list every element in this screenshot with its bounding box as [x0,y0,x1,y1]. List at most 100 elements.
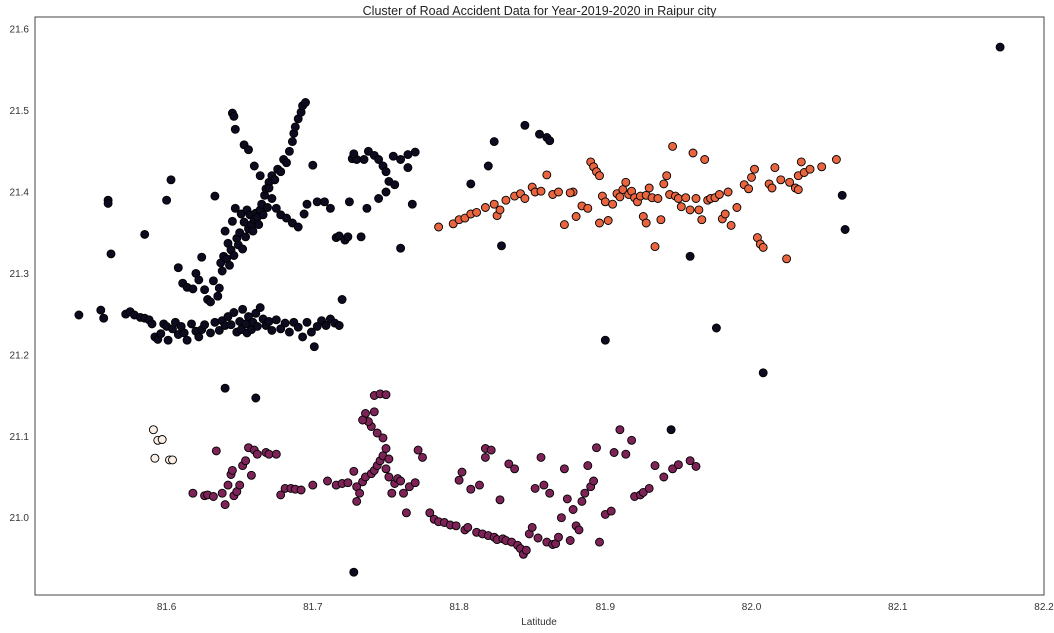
data-point [571,212,581,221]
data-point [644,483,654,493]
data-point [583,203,593,213]
data-point [140,229,150,239]
data-point [263,203,272,212]
data-point [251,393,261,403]
data-points [74,42,1005,577]
cluster-0 [74,42,1005,577]
data-point [296,485,306,495]
data-point [776,175,786,185]
data-point [463,522,473,532]
data-point [720,209,730,219]
data-point [214,283,224,293]
x-tick-label: 81.9 [596,602,616,613]
data-point [673,194,683,203]
data-point [480,452,490,462]
data-point [312,197,322,207]
data-point [271,449,281,459]
data-point [173,263,183,273]
data-point [817,162,827,172]
data-point [666,425,676,435]
data-point [577,496,587,506]
data-point [359,155,369,164]
data-point [211,446,221,456]
data-point [213,291,223,301]
data-point [226,320,236,330]
data-point [606,506,616,516]
data-point [483,161,493,171]
data-point [381,167,391,177]
data-point [162,195,172,205]
data-point [381,390,391,400]
data-point [656,215,666,225]
data-point [520,194,530,203]
data-point [793,185,803,195]
data-point [349,466,359,476]
data-point [99,313,109,323]
data-point [410,147,420,157]
data-point [466,484,476,494]
data-point [475,480,484,490]
data-point [457,467,467,477]
data-point [282,158,291,168]
data-point [217,266,227,276]
data-point [501,195,511,205]
y-tick-label: 21.3 [10,269,30,280]
data-point [287,137,297,147]
data-point [559,220,569,230]
data-point [358,415,368,425]
data-point [299,209,309,219]
data-point [691,194,701,203]
data-point [302,199,312,209]
data-point [220,383,230,393]
data-point [217,488,227,498]
data-point [254,220,264,230]
data-point [96,305,106,315]
data-point [258,210,268,220]
data-point [179,328,189,338]
data-point [589,476,599,486]
data-point [688,148,698,158]
data-point [796,157,806,167]
data-point [343,232,353,242]
data-point [349,567,359,577]
data-point [374,155,384,164]
data-point [396,155,406,164]
data-point [148,425,158,435]
data-point [559,464,569,474]
data-point [480,203,490,212]
data-point [182,335,192,345]
data-point [726,220,736,230]
data-point [650,242,660,252]
data-point [495,205,505,215]
data-point [255,303,265,313]
data-point [565,188,575,198]
data-point [486,445,496,455]
data-point [188,488,198,498]
data-point [413,445,423,455]
data-point [615,425,625,435]
data-point [691,461,701,471]
data-point [694,205,704,215]
data-point [206,297,215,307]
data-point [381,444,391,453]
data-point [770,163,780,173]
data-point [831,155,841,164]
data-point [840,225,850,234]
data-point [782,254,792,264]
data-point [343,478,353,488]
data-point [293,322,303,332]
data-point [249,161,259,171]
y-tick-label: 21.1 [10,432,30,443]
data-point [401,508,411,518]
data-point [74,310,84,320]
data-point [210,191,220,201]
data-point [562,494,572,504]
plot-area [34,16,1045,596]
data-point [166,175,176,185]
data-point [306,327,316,337]
data-point [384,454,394,464]
data-point [352,496,362,506]
data-point [451,521,461,531]
data-point [325,203,335,213]
data-point [381,187,391,197]
